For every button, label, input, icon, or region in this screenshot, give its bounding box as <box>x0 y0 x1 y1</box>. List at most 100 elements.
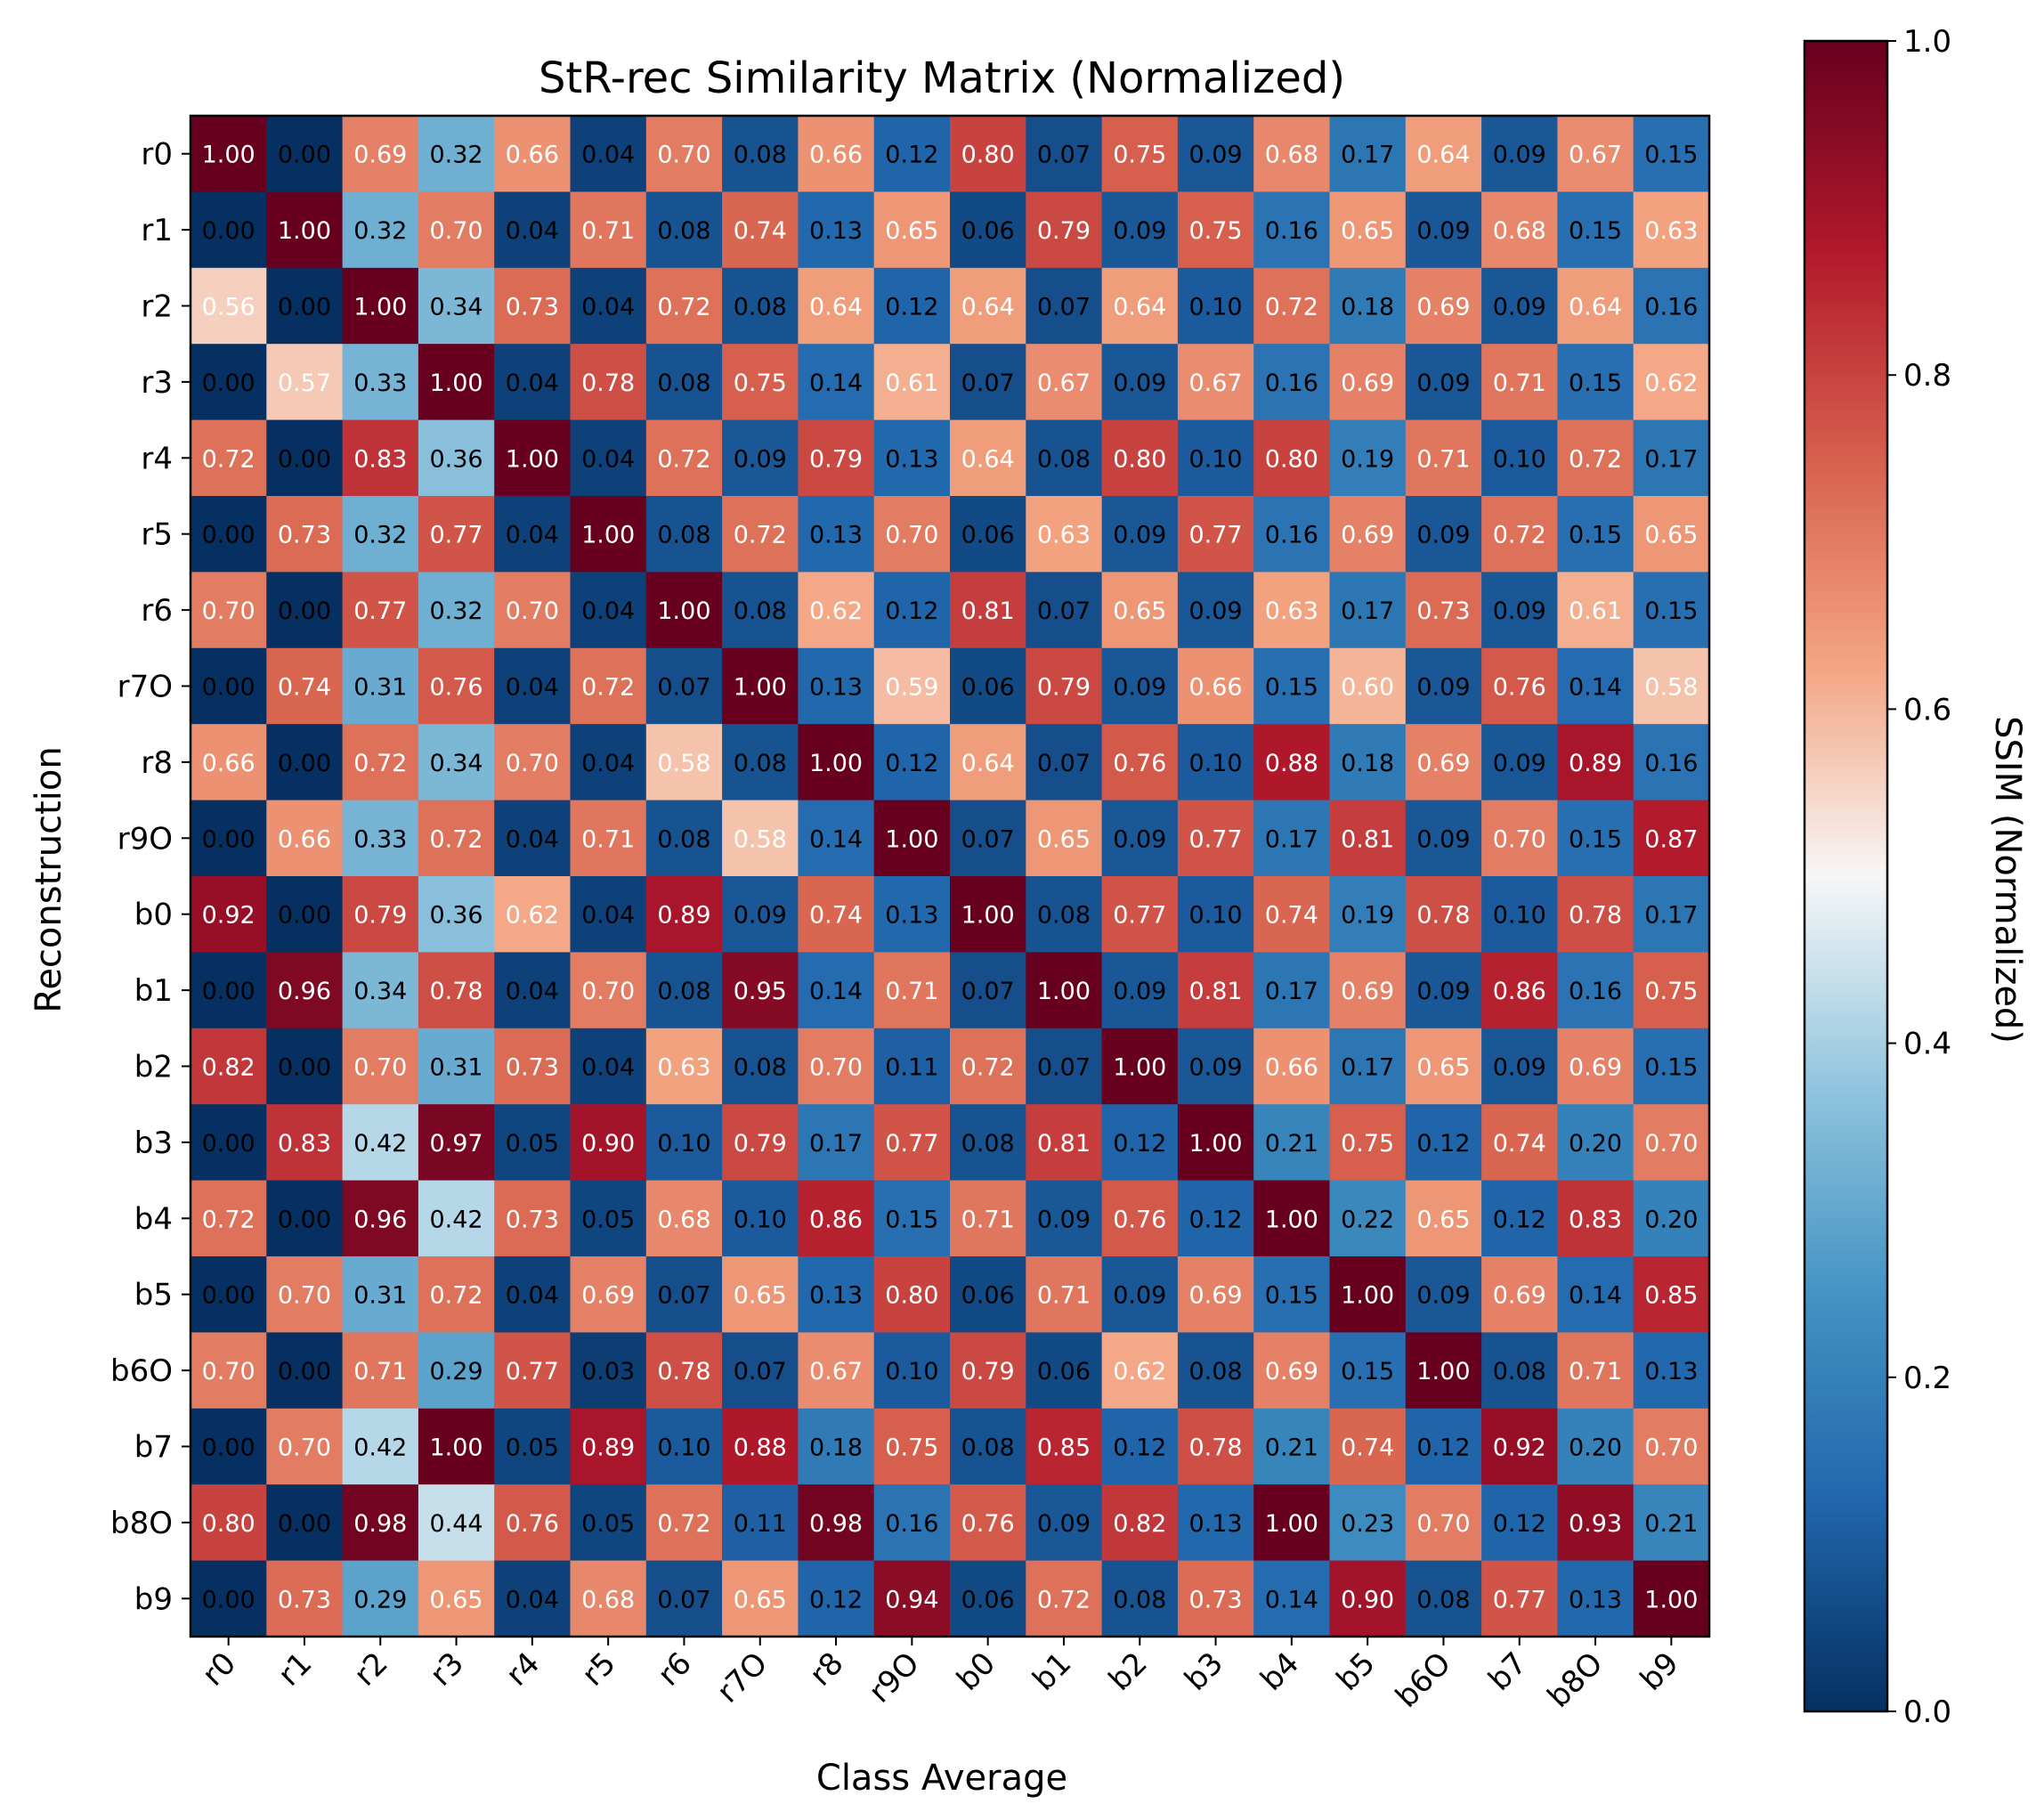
heatmap-cell <box>1026 800 1103 877</box>
cell-value-label: 0.08 <box>961 1130 1015 1158</box>
cell-value-label: 1.00 <box>506 445 559 473</box>
heatmap-cell <box>1481 496 1558 573</box>
cell-value-label: 0.05 <box>506 1434 559 1462</box>
heatmap-cell <box>1329 496 1407 573</box>
y-tick-label: r2 <box>141 289 173 325</box>
cell-value-label: 0.75 <box>734 370 787 397</box>
cell-value-label: 0.70 <box>506 750 559 777</box>
heatmap-cell <box>1481 572 1558 649</box>
cell-value-label: 0.82 <box>202 1054 256 1082</box>
heatmap-cell <box>1253 496 1331 573</box>
cell-value-label: 0.71 <box>1037 1282 1091 1310</box>
heatmap-cell <box>1329 1484 1407 1562</box>
cell-value-label: 0.15 <box>1569 825 1622 853</box>
heatmap-cell <box>418 647 495 725</box>
heatmap-cell <box>1253 1560 1331 1637</box>
heatmap-cell <box>570 344 647 421</box>
heatmap-cell <box>645 1332 723 1410</box>
cell-value-label: 0.04 <box>506 1282 559 1310</box>
cell-value-label: 0.71 <box>581 217 635 245</box>
heatmap-cell <box>1253 647 1331 725</box>
heatmap-cell <box>494 1256 572 1333</box>
heatmap-cell <box>494 1180 572 1257</box>
cell-value-label: 0.11 <box>885 1054 938 1082</box>
colorbar-gradient <box>1803 39 1889 1713</box>
heatmap-cell <box>1557 952 1634 1029</box>
cell-value-label: 0.07 <box>1037 750 1091 777</box>
cell-value-label: 0.14 <box>809 825 863 853</box>
heatmap-cell <box>1177 724 1254 801</box>
heatmap-cell <box>1026 267 1103 345</box>
x-tick-label: b3 <box>1178 1645 1230 1698</box>
heatmap-cell <box>1481 419 1558 497</box>
cell-value-label: 1.00 <box>1341 1282 1394 1310</box>
y-tick-label: b6O <box>110 1353 173 1389</box>
cell-value-label: 0.78 <box>1569 902 1622 930</box>
heatmap-cell <box>1101 191 1179 269</box>
heatmap-cell <box>342 724 419 801</box>
heatmap-cell <box>191 1484 267 1562</box>
heatmap-cell <box>1253 191 1331 269</box>
cell-value-label: 0.13 <box>1569 1586 1622 1613</box>
cell-value-label: 0.08 <box>1493 1358 1546 1385</box>
heatmap-cell <box>342 267 419 345</box>
cell-value-label: 0.16 <box>1265 217 1318 245</box>
heatmap-cell <box>266 1560 344 1637</box>
cell-value-label: 0.00 <box>202 522 256 549</box>
cell-value-label: 0.73 <box>506 1206 559 1233</box>
cell-value-label: 0.09 <box>1113 1282 1166 1310</box>
heatmap-cell <box>1405 1028 1482 1105</box>
cell-value-label: 0.64 <box>1416 142 1470 169</box>
heatmap-cell <box>873 1332 951 1410</box>
cell-value-label: 0.21 <box>1265 1434 1318 1462</box>
cell-value-label: 0.70 <box>1644 1130 1698 1158</box>
x-tick-label: r5 <box>575 1645 622 1693</box>
heatmap-cell <box>1101 1484 1179 1562</box>
cell-value-label: 0.13 <box>809 674 863 702</box>
heatmap-cell <box>191 647 267 725</box>
heatmap-cell <box>873 572 951 649</box>
cell-value-label: 0.04 <box>506 978 559 1005</box>
cell-value-label: 0.07 <box>1037 294 1091 321</box>
heatmap-cell <box>1329 419 1407 497</box>
heatmap-cell <box>342 952 419 1029</box>
x-tick-label: b1 <box>1026 1645 1078 1698</box>
heatmap-cell <box>342 1332 419 1410</box>
cell-value-label: 0.15 <box>1644 142 1698 169</box>
heatmap-cell <box>645 1408 723 1485</box>
cell-value-label: 0.72 <box>734 522 787 549</box>
heatmap-cell <box>1026 1180 1103 1257</box>
cell-value-label: 0.77 <box>1188 522 1242 549</box>
colorbar-tick-label: 0.6 <box>1903 692 1951 727</box>
cell-value-label: 0.07 <box>1037 597 1091 625</box>
cell-value-label: 0.64 <box>961 294 1015 321</box>
cell-value-label: 0.06 <box>961 217 1015 245</box>
heatmap-cell <box>1633 1560 1710 1637</box>
heatmap-cell <box>418 952 495 1029</box>
heatmap-cell <box>950 1028 1026 1105</box>
heatmap-cell <box>342 116 419 192</box>
cell-value-label: 0.42 <box>353 1130 407 1158</box>
heatmap-cell <box>1026 1560 1103 1637</box>
cell-value-label: 0.19 <box>1341 902 1394 930</box>
heatmap-cell <box>1633 419 1710 497</box>
cell-value-label: 0.97 <box>429 1130 483 1158</box>
heatmap-cell <box>570 952 647 1029</box>
heatmap-cell <box>342 496 419 573</box>
cell-value-label: 0.09 <box>1416 522 1470 549</box>
cell-value-label: 1.00 <box>1416 1358 1470 1385</box>
cell-value-label: 0.12 <box>885 750 938 777</box>
heatmap-cell <box>1177 267 1254 345</box>
cell-value-label: 0.70 <box>278 1434 331 1462</box>
cell-value-label: 0.66 <box>1265 1054 1318 1082</box>
cell-value-label: 0.73 <box>278 1586 331 1613</box>
heatmap-cell <box>494 876 572 953</box>
colorbar-tick-label: 0.0 <box>1903 1694 1951 1730</box>
heatmap-cell <box>1329 116 1407 192</box>
cell-value-label: 0.69 <box>581 1282 635 1310</box>
heatmap-cell <box>1329 1180 1407 1257</box>
heatmap-cell <box>950 267 1026 345</box>
heatmap-cell <box>342 344 419 421</box>
cell-value-label: 0.12 <box>1493 1206 1546 1233</box>
x-tick-label: b9 <box>1634 1645 1686 1698</box>
